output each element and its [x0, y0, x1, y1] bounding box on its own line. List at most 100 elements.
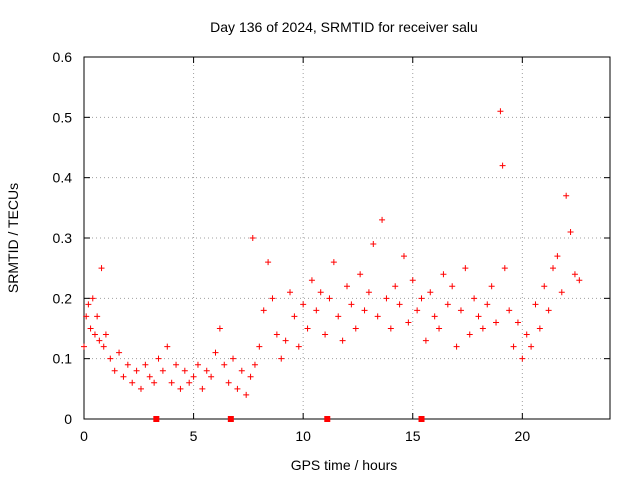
data-point — [256, 343, 263, 350]
data-point — [265, 259, 272, 266]
grid — [84, 57, 610, 419]
data-point — [550, 265, 557, 272]
data-point — [563, 192, 570, 199]
data-point — [164, 343, 171, 350]
data-point — [190, 373, 197, 380]
data-point — [181, 367, 188, 374]
data-point — [357, 271, 364, 278]
data-point — [405, 319, 412, 326]
data-point — [554, 253, 561, 260]
data-point — [326, 295, 333, 302]
data-point — [400, 253, 407, 260]
data-point — [87, 325, 94, 332]
data-point — [177, 385, 184, 392]
x-tick-label: 15 — [405, 428, 421, 444]
data-point — [457, 307, 464, 314]
data-point — [85, 301, 92, 308]
data-point — [387, 325, 394, 332]
data-point — [471, 295, 478, 302]
data-point — [466, 331, 473, 338]
data-point — [291, 313, 298, 320]
plot-frame — [83, 56, 611, 420]
data-point — [208, 373, 215, 380]
data-point — [514, 319, 521, 326]
x-tick-label: 10 — [295, 428, 311, 444]
data-point — [225, 379, 232, 386]
data-point — [484, 301, 491, 308]
y-tick-label: 0.1 — [53, 351, 73, 367]
data-point — [308, 277, 315, 284]
data-point — [278, 355, 285, 362]
data-point — [91, 331, 98, 338]
y-tick-label: 0 — [64, 411, 72, 427]
data-point — [273, 331, 280, 338]
data-point — [519, 355, 526, 362]
data-point — [94, 313, 101, 320]
data-point — [146, 373, 153, 380]
x-tick-label: 5 — [190, 428, 198, 444]
data-point — [344, 283, 350, 290]
data-point — [81, 343, 87, 350]
data-point — [379, 216, 386, 223]
data-point — [249, 235, 256, 241]
x-tick-label: 0 — [80, 428, 88, 444]
y-tick-label: 0.6 — [53, 49, 73, 65]
data-point — [102, 331, 109, 338]
data-point — [497, 108, 504, 115]
data-point — [212, 349, 219, 356]
data-point — [475, 313, 482, 320]
y-tick-label: 0.5 — [53, 109, 73, 125]
data-point — [234, 385, 241, 392]
data-point — [528, 343, 535, 350]
data-point — [370, 241, 377, 248]
data-point — [111, 367, 118, 374]
data-point — [107, 355, 114, 362]
axis-ticks: 0 0.1 0.2 0.3 0.4 0.5 0.6 0 5 10 15 20 — [53, 49, 610, 444]
data-point — [186, 379, 193, 386]
data-point — [317, 289, 324, 296]
data-point — [532, 301, 539, 308]
y-tick-label: 0.2 — [53, 290, 73, 306]
data-point — [203, 367, 210, 374]
data-point — [100, 343, 107, 350]
data-point — [440, 271, 447, 278]
data-point — [199, 385, 206, 392]
data-point — [374, 313, 381, 320]
data-point — [506, 307, 513, 314]
data-point — [335, 313, 342, 320]
data-point — [287, 289, 294, 296]
baseline-marker — [418, 416, 425, 422]
data-point — [230, 355, 237, 362]
data-point — [269, 295, 276, 302]
data-point — [238, 367, 245, 374]
data-point — [137, 385, 144, 392]
data-point — [89, 295, 96, 302]
data-point — [116, 349, 123, 356]
x-axis-label: GPS time / hours — [291, 457, 398, 473]
data-point — [499, 162, 506, 169]
data-point — [541, 283, 548, 290]
data-point — [168, 379, 175, 386]
data-point — [392, 283, 399, 290]
data-point — [133, 367, 140, 374]
data-point — [558, 289, 565, 296]
data-point — [418, 295, 425, 302]
data-point — [462, 265, 469, 272]
y-axis-label: SRMTID / TECUs — [5, 183, 21, 293]
data-point — [313, 307, 320, 314]
data-point — [536, 325, 543, 332]
y-tick-label: 0.4 — [53, 170, 73, 186]
data-point — [427, 289, 434, 296]
data-point — [444, 301, 451, 308]
data-point — [523, 331, 530, 338]
data-point — [453, 343, 460, 350]
data-point — [436, 325, 443, 332]
data-point — [216, 325, 223, 332]
data-point — [98, 265, 105, 272]
data-point — [510, 343, 517, 350]
data-point — [155, 355, 162, 362]
data-point — [365, 289, 372, 296]
data-point — [300, 301, 307, 308]
data-point — [330, 259, 337, 266]
data-point — [173, 361, 180, 368]
